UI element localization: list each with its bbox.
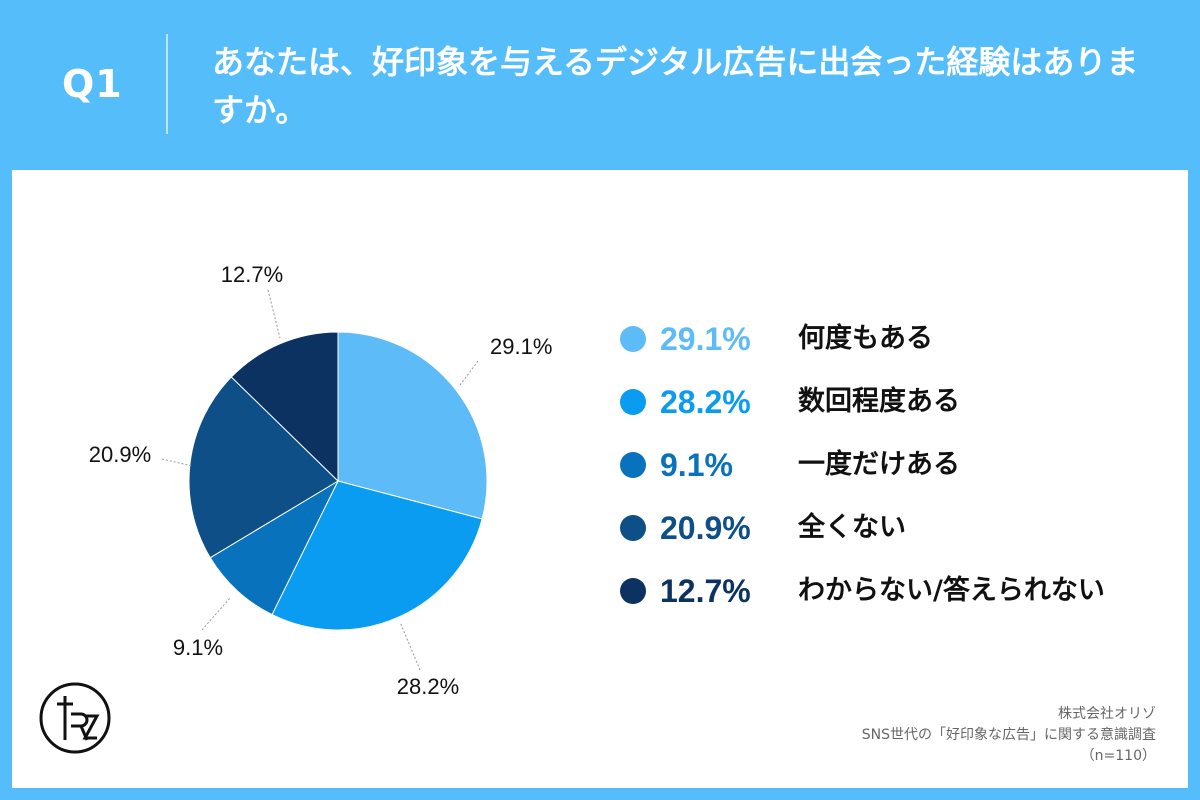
legend-swatch bbox=[620, 578, 646, 604]
legend-label: 数回程度ある bbox=[798, 386, 960, 417]
source-company: 株式会社オリゾ bbox=[1058, 706, 1156, 722]
question-number: Q1 bbox=[62, 62, 123, 106]
slice-value-label: 12.7% bbox=[221, 262, 283, 287]
chart-card: 29.1% 28.2% 9.1% 20.9% 12.7% 29.1% 何度もある 28.2%… bbox=[12, 170, 1188, 788]
slice-value-label: 20.9% bbox=[89, 442, 151, 467]
leader-line bbox=[267, 289, 281, 339]
pie-slice bbox=[230, 331, 339, 483]
pie-slice bbox=[188, 376, 339, 559]
leader-line bbox=[399, 621, 421, 671]
legend-label: 何度もある bbox=[798, 323, 933, 354]
pie-slice bbox=[337, 331, 488, 520]
legend-label: 一度だけある bbox=[798, 449, 960, 480]
legend-value: 12.7% bbox=[660, 573, 751, 609]
slice-value-label: 29.1% bbox=[490, 334, 552, 359]
legend-value: 28.2% bbox=[660, 384, 751, 420]
legend-swatch bbox=[620, 452, 646, 478]
pie-chart: 29.1% 28.2% 9.1% 20.9% 12.7% bbox=[89, 262, 553, 699]
leader-line bbox=[201, 597, 231, 631]
header-divider bbox=[166, 34, 168, 134]
source-survey: SNS世代の「好印象な広告」に関する意識調査 bbox=[861, 727, 1156, 743]
legend-swatch bbox=[620, 326, 646, 352]
pie-slice bbox=[209, 479, 340, 616]
legend-swatch bbox=[620, 515, 646, 541]
legend-swatch bbox=[620, 389, 646, 415]
orizo-logo-icon bbox=[39, 682, 111, 754]
leader-line bbox=[459, 360, 479, 386]
leader-line bbox=[161, 458, 193, 467]
source-note: 株式会社オリゾ SNS世代の「好印象な広告」に関する意識調査 （n=110） bbox=[862, 704, 1156, 767]
legend-value: 20.9% bbox=[660, 510, 751, 546]
legend-value: 29.1% bbox=[660, 321, 751, 357]
slice-value-label: 9.1% bbox=[173, 635, 223, 660]
question-text: あなたは、好印象を与えるデジタル広告に出会った経験はありますか。 bbox=[212, 43, 1139, 129]
slice-value-label: 28.2% bbox=[397, 674, 459, 699]
pie-slice bbox=[271, 480, 483, 631]
legend-label: わからない/答えられない bbox=[798, 575, 1105, 606]
legend-value: 9.1% bbox=[660, 447, 733, 483]
source-sample: （n=110） bbox=[1080, 748, 1156, 764]
legend-label: 全くない bbox=[798, 512, 906, 543]
